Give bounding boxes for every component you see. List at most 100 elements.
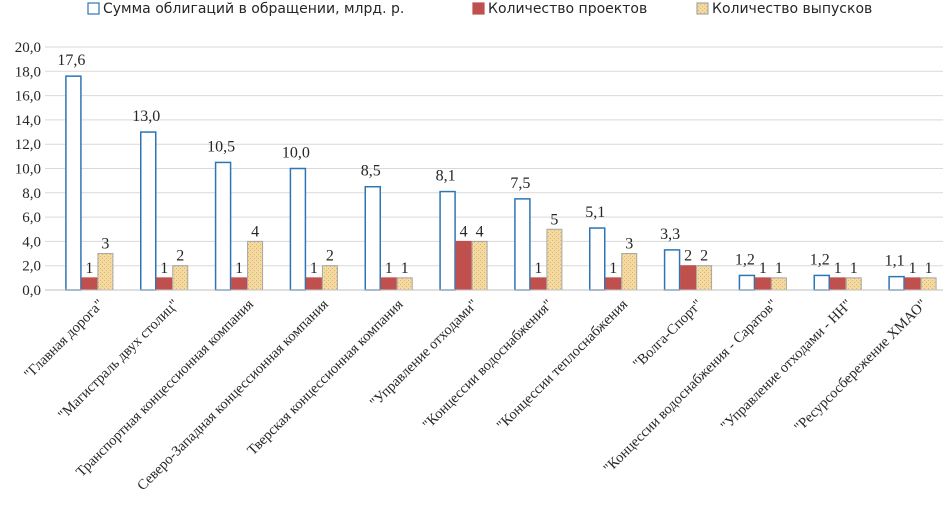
- data-label: 1: [759, 260, 767, 277]
- data-label: 1,2: [735, 251, 755, 268]
- bar-projects: [605, 277, 622, 291]
- data-label: 1: [609, 260, 617, 277]
- y-tick-label: 6,0: [22, 210, 41, 226]
- data-label: 2: [176, 248, 184, 265]
- data-label: 1: [834, 260, 842, 277]
- bar-projects: [455, 240, 472, 291]
- data-label: 1: [85, 260, 93, 277]
- bar-projects: [380, 277, 397, 291]
- data-label: 5,1: [585, 204, 605, 221]
- data-label: 1: [160, 260, 168, 277]
- data-label: 4: [460, 223, 468, 240]
- y-tick-label: 8,0: [22, 186, 41, 202]
- data-label: 1,2: [810, 251, 830, 268]
- bar-issues: [621, 253, 638, 291]
- y-tick-label: 10,0: [15, 162, 41, 178]
- legend-swatch: [472, 2, 485, 15]
- gridlines: [45, 46, 943, 291]
- bar-issues: [321, 265, 338, 291]
- x-tick-label: "Главная дорога": [21, 296, 107, 382]
- bar-sum: [364, 185, 381, 291]
- bar-sum: [140, 131, 157, 291]
- bar-issues: [97, 253, 114, 291]
- y-tick-label: 0,0: [22, 283, 41, 299]
- data-label: 2: [700, 248, 708, 265]
- data-label: 1: [235, 260, 243, 277]
- bar-issues: [696, 265, 713, 291]
- bar-projects: [829, 277, 846, 291]
- bar-projects: [305, 277, 322, 291]
- bar-issues: [920, 277, 937, 291]
- bar-issues: [845, 277, 862, 291]
- y-axis: 0,0 2,0 4,0 6,0 8,0 10,0 12,0 14,0 16,0 18,0 20,0: [15, 40, 41, 299]
- bar-sum: [738, 274, 756, 291]
- bar-sum: [663, 249, 681, 291]
- legend: Сумма облигаций в обращении, млрд. р. Кол…: [87, 1, 872, 17]
- bar-issues: [396, 277, 413, 291]
- bar-projects: [156, 277, 173, 291]
- y-tick-label: 18,0: [15, 64, 41, 80]
- data-label: 10,5: [207, 138, 235, 155]
- data-label: 5: [550, 211, 558, 228]
- bar-projects: [530, 277, 547, 291]
- x-tick-label: Тверская концессионная компания: [244, 296, 406, 458]
- bar-sum: [289, 167, 307, 291]
- x-tick-label: "Управление отходами - НН": [718, 296, 856, 434]
- bar-issues: [546, 228, 563, 291]
- bar-issues: [471, 240, 488, 291]
- data-label: 1: [310, 260, 318, 277]
- data-label: 13,0: [132, 108, 160, 125]
- data-label: 8,1: [436, 168, 456, 185]
- bars: [65, 75, 937, 291]
- bar-sum: [813, 274, 830, 291]
- data-label: 1,1: [885, 253, 905, 270]
- data-label: 4: [251, 223, 259, 240]
- data-label: 8,5: [361, 163, 381, 180]
- y-tick-label: 20,0: [15, 40, 41, 56]
- x-axis: "Главная дорога""Магистраль двух столиц"…: [21, 289, 943, 494]
- y-tick-label: 14,0: [15, 113, 41, 129]
- data-label: 4: [476, 223, 484, 240]
- bar-issues: [247, 240, 264, 291]
- bar-issues: [770, 277, 787, 291]
- data-label: 3: [625, 236, 633, 253]
- legend-label: Количество проектов: [488, 1, 647, 17]
- bar-projects: [231, 277, 248, 291]
- legend-swatch: [87, 2, 100, 15]
- y-tick-label: 2,0: [22, 259, 41, 275]
- data-label: 1: [925, 260, 933, 277]
- bar-sum: [439, 190, 456, 291]
- data-label: 2: [326, 248, 334, 265]
- bar-sum: [65, 75, 82, 291]
- bar-projects: [81, 277, 98, 291]
- bar-projects: [904, 277, 921, 291]
- data-label: 2: [684, 248, 692, 265]
- data-label: 7,5: [510, 175, 530, 192]
- data-label: 1: [775, 260, 783, 277]
- bar-sum: [888, 275, 905, 291]
- x-tick-label: "Ресурсосбережение ХМАО": [791, 296, 930, 435]
- data-label: 3: [101, 236, 109, 253]
- bar-sum: [589, 227, 606, 291]
- x-tick-label: "Магистраль двух столиц": [55, 296, 182, 423]
- x-tick-label: "Концессии теплоснабжения: [494, 296, 631, 433]
- data-label: 1: [534, 260, 542, 277]
- y-tick-label: 16,0: [15, 89, 41, 105]
- x-tick-label: "Волга-Спорт": [630, 296, 706, 372]
- bar-sum: [214, 161, 232, 291]
- data-label: 1: [850, 260, 858, 277]
- data-label: 10,0: [282, 145, 310, 162]
- legend-swatch: [696, 2, 709, 15]
- data-label: 1: [909, 260, 917, 277]
- y-tick-label: 12,0: [15, 137, 41, 153]
- bar-projects: [680, 265, 697, 291]
- data-label: 1: [401, 260, 409, 277]
- legend-label: Сумма облигаций в обращении, млрд. р.: [103, 1, 404, 17]
- legend-label: Количество выпусков: [712, 1, 872, 17]
- y-tick-label: 4,0: [22, 234, 41, 250]
- data-label: 1: [385, 260, 393, 277]
- data-label: 3,3: [660, 226, 680, 243]
- data-label: 17,6: [57, 52, 85, 69]
